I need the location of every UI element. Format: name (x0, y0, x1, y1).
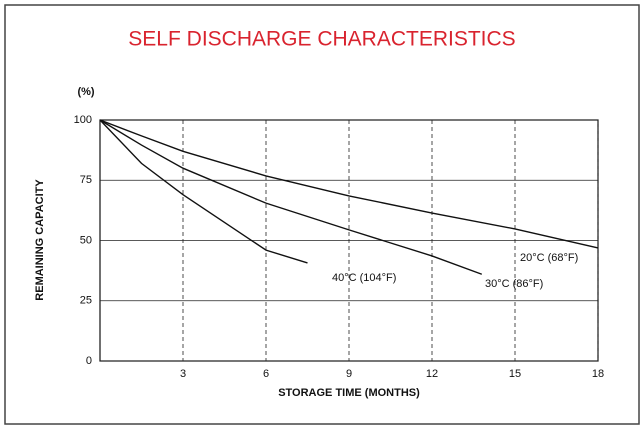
frame (4, 4, 640, 425)
unit-label: (%) (77, 86, 94, 98)
y-tick-label: 75 (80, 174, 92, 186)
y-tick-label: 100 (74, 114, 92, 126)
line-series (99, 119, 483, 275)
x-tick-label: 9 (346, 368, 352, 380)
y-axis-label: REMAINING CAPACITY (34, 179, 46, 301)
x-axis-label: STORAGE TIME (MONTHS) (278, 387, 420, 399)
x-tick-label: 15 (509, 368, 521, 380)
x-tick-label: 18 (592, 368, 604, 380)
x-tick-label: 3 (180, 368, 186, 380)
y-tick-label: 25 (80, 295, 92, 307)
series-label: 20°C (68°F) (520, 252, 578, 264)
series-label: 40°C (104°F) (332, 272, 396, 284)
y-tick-label: 0 (86, 355, 92, 367)
x-tick-label: 12 (426, 368, 438, 380)
line-series (99, 119, 599, 249)
line-series (99, 119, 308, 264)
x-tick-label: 6 (263, 368, 269, 380)
series-label: 30°C (86°F) (485, 278, 543, 290)
y-tick-label: 50 (80, 234, 92, 246)
chart-title: SELF DISCHARGE CHARACTERISTICS (128, 28, 515, 51)
